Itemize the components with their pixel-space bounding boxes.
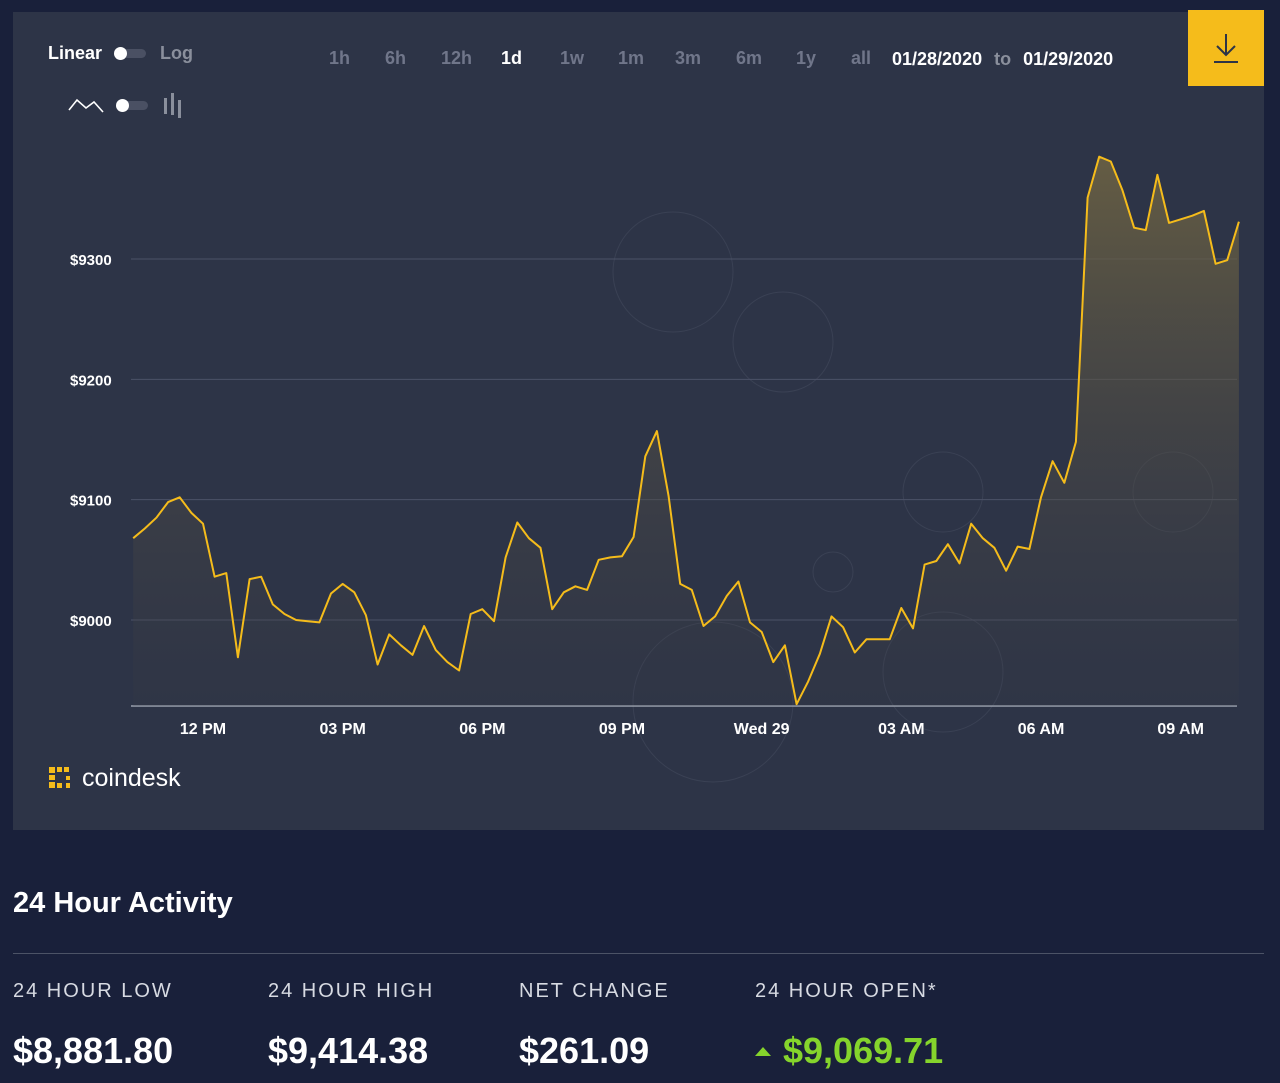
chart-type-toggle[interactable] [68, 92, 186, 118]
y-tick-label: $9000 [70, 613, 112, 630]
download-icon [1214, 34, 1238, 63]
date-to-word: to [994, 48, 1012, 69]
stat-label: 24 HOUR OPEN* [755, 980, 938, 1002]
scale-linear-label[interactable]: Linear [48, 42, 103, 63]
y-tick-label: $9100 [70, 493, 112, 510]
x-tick-label: 09 PM [599, 721, 645, 738]
stat-24h-low: 24 HOUR LOW $8,881.80 [13, 980, 173, 1072]
x-tick-label: 03 AM [878, 721, 925, 738]
stat-value: $9,414.38 [268, 1030, 429, 1071]
price-line [132, 155, 1240, 706]
x-tick-label: 06 PM [459, 721, 505, 738]
stat-24h-high: 24 HOUR HIGH $9,414.38 [268, 980, 434, 1072]
switch-knob [114, 46, 128, 60]
price-area [133, 156, 1239, 706]
chart-type-switch[interactable] [116, 98, 148, 112]
x-tick-label: 06 AM [1018, 721, 1065, 738]
candlestick-icon[interactable] [162, 92, 186, 118]
decorative-circle [732, 291, 834, 393]
date-range: 01/28/2020 to 01/29/2020 [892, 48, 1113, 70]
line-chart-icon[interactable] [68, 94, 104, 116]
y-tick-label: $9200 [70, 372, 112, 389]
x-tick-label: 03 PM [320, 721, 366, 738]
stat-label: 24 HOUR HIGH [268, 980, 435, 1002]
range-all[interactable]: all [851, 48, 872, 68]
decorative-circle [902, 451, 984, 533]
price-chart[interactable]: $9000 $9100 $9200 $9300 12 PM 03 PM 06 PM 09 PM… [13, 12, 1264, 830]
date-to[interactable]: 01/29/2020 [1023, 48, 1114, 69]
range-1w[interactable]: 1w [560, 48, 585, 68]
scale-log-label[interactable]: Log [160, 42, 194, 63]
x-tick-label: Wed 29 [734, 721, 790, 738]
range-6h[interactable]: 6h [385, 48, 407, 68]
switch-knob [116, 98, 129, 112]
range-3m[interactable]: 3m [675, 48, 702, 68]
x-tick-label: 12 PM [180, 721, 226, 738]
open-value: $9,069.71 [783, 1030, 944, 1071]
activity-title: 24 Hour Activity [13, 887, 233, 919]
range-12h[interactable]: 12h [441, 48, 473, 68]
up-arrow-icon [755, 1046, 771, 1056]
stat-label: 24 HOUR LOW [13, 980, 173, 1002]
range-1h[interactable]: 1h [329, 48, 351, 68]
decorative-circle [812, 551, 854, 593]
range-1m[interactable]: 1m [618, 48, 645, 68]
coindesk-logo-icon [49, 766, 70, 788]
scale-toggle[interactable]: Linear Log [48, 42, 193, 64]
scale-switch[interactable] [114, 46, 147, 60]
stat-label: NET CHANGE [519, 980, 670, 1002]
stat-value: $9,069.71 [755, 1030, 943, 1072]
date-from[interactable]: 01/28/2020 [892, 48, 983, 69]
stat-net-change: NET CHANGE $261.09 [519, 980, 670, 1072]
chart-panel: Linear Log 1h 6h 12h 1d 1w 1m 3m 6m 1y all 01/28/… [13, 10, 1264, 830]
x-tick-label: 09 AM [1157, 721, 1204, 738]
range-6m[interactable]: 6m [736, 48, 763, 68]
range-1y[interactable]: 1y [796, 48, 817, 68]
stat-24h-open: 24 HOUR OPEN* $9,069.71 [755, 980, 943, 1072]
download-button[interactable] [1188, 10, 1264, 86]
stat-value: $8,881.80 [13, 1030, 174, 1071]
divider [13, 953, 1264, 954]
brand-name: coindesk [82, 764, 181, 792]
decorative-circle [612, 211, 734, 333]
range-1d[interactable]: 1d [501, 48, 523, 68]
coindesk-brand: coindesk [48, 764, 181, 793]
stat-value: $261.09 [519, 1030, 650, 1071]
y-tick-label: $9300 [70, 252, 112, 269]
